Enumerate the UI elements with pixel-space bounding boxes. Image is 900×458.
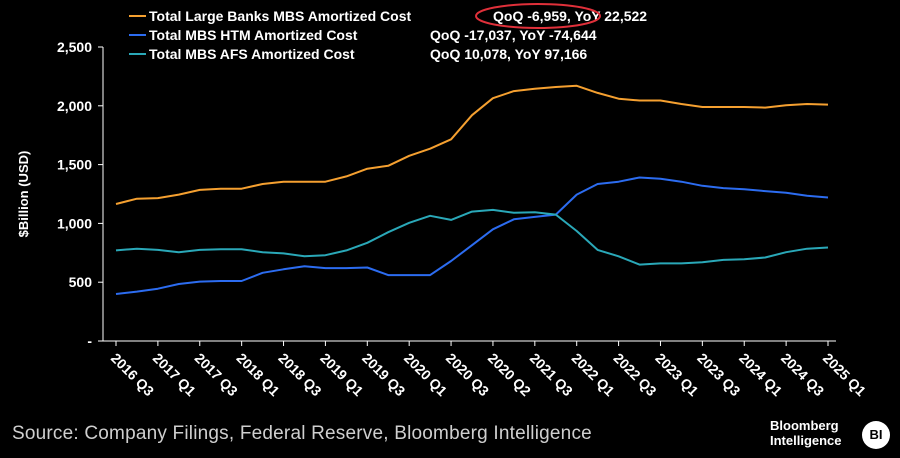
x-tick-label: 2020 Q3 xyxy=(443,350,492,399)
y-axis: - 500 1,000 1,500 2,000 2,500 $Billion (USD) xyxy=(16,39,104,349)
y-tick-label: 2,500 xyxy=(57,39,92,55)
legend-stats: QoQ 10,078, YoY 97,166 xyxy=(430,46,587,62)
x-tick-label: 2022 Q3 xyxy=(610,350,659,399)
y-tick-label: 1,000 xyxy=(57,215,92,231)
x-tick-label: 2024 Q1 xyxy=(736,350,785,399)
x-tick-label: 2021 Q3 xyxy=(527,350,576,399)
x-tick-label: 2016 Q3 xyxy=(108,350,157,399)
series-lines xyxy=(115,84,829,295)
x-tick-label: 2020 Q2 xyxy=(485,350,534,399)
highlight-circle xyxy=(475,3,601,29)
x-tick-label: 2019 Q3 xyxy=(359,350,408,399)
x-tick-label: 2020 Q1 xyxy=(401,350,450,399)
brand-line-1: Bloomberg xyxy=(770,418,839,433)
x-tick-label: 2023 Q3 xyxy=(694,350,743,399)
bloomberg-intelligence-logo: Bloomberg Intelligence xyxy=(770,418,842,448)
x-tick-label: 2019 Q1 xyxy=(317,350,366,399)
legend-label: Total MBS AFS Amortized Cost xyxy=(149,46,355,62)
x-tick-label: 2017 Q3 xyxy=(192,350,241,399)
x-tick-label: 2024 Q3 xyxy=(778,350,827,399)
y-axis-title: $Billion (USD) xyxy=(16,151,31,238)
series-line-1 xyxy=(115,176,829,295)
y-tick-label: - xyxy=(87,333,92,349)
bi-badge-icon: BI xyxy=(862,421,890,449)
brand-line-2: Intelligence xyxy=(770,433,842,448)
legend-label: Total MBS HTM Amortized Cost xyxy=(149,27,358,43)
x-tick-label: 2018 Q1 xyxy=(234,350,283,399)
x-tick-label: 2018 Q3 xyxy=(275,350,324,399)
legend: Total Large Banks MBS Amortized Cost QoQ … xyxy=(129,8,647,62)
series-line-0 xyxy=(115,84,829,205)
legend-stats: QoQ -6,959, YoY 22,522 xyxy=(493,8,647,24)
legend-label: Total Large Banks MBS Amortized Cost xyxy=(149,8,411,24)
y-tick-label: 500 xyxy=(69,274,93,290)
x-tick-label: 2022 Q1 xyxy=(569,350,618,399)
y-tick-label: 2,000 xyxy=(57,98,92,114)
legend-stats: QoQ -17,037, YoY -74,644 xyxy=(430,27,597,43)
x-tick-label: 2017 Q1 xyxy=(150,350,199,399)
series-line-2 xyxy=(115,208,829,266)
source-note: Source: Company Filings, Federal Reserve… xyxy=(12,423,592,444)
y-tick-label: 1,500 xyxy=(57,157,92,173)
x-tick-label: 2023 Q1 xyxy=(652,350,701,399)
x-tick-label: 2025 Q1 xyxy=(820,350,869,399)
